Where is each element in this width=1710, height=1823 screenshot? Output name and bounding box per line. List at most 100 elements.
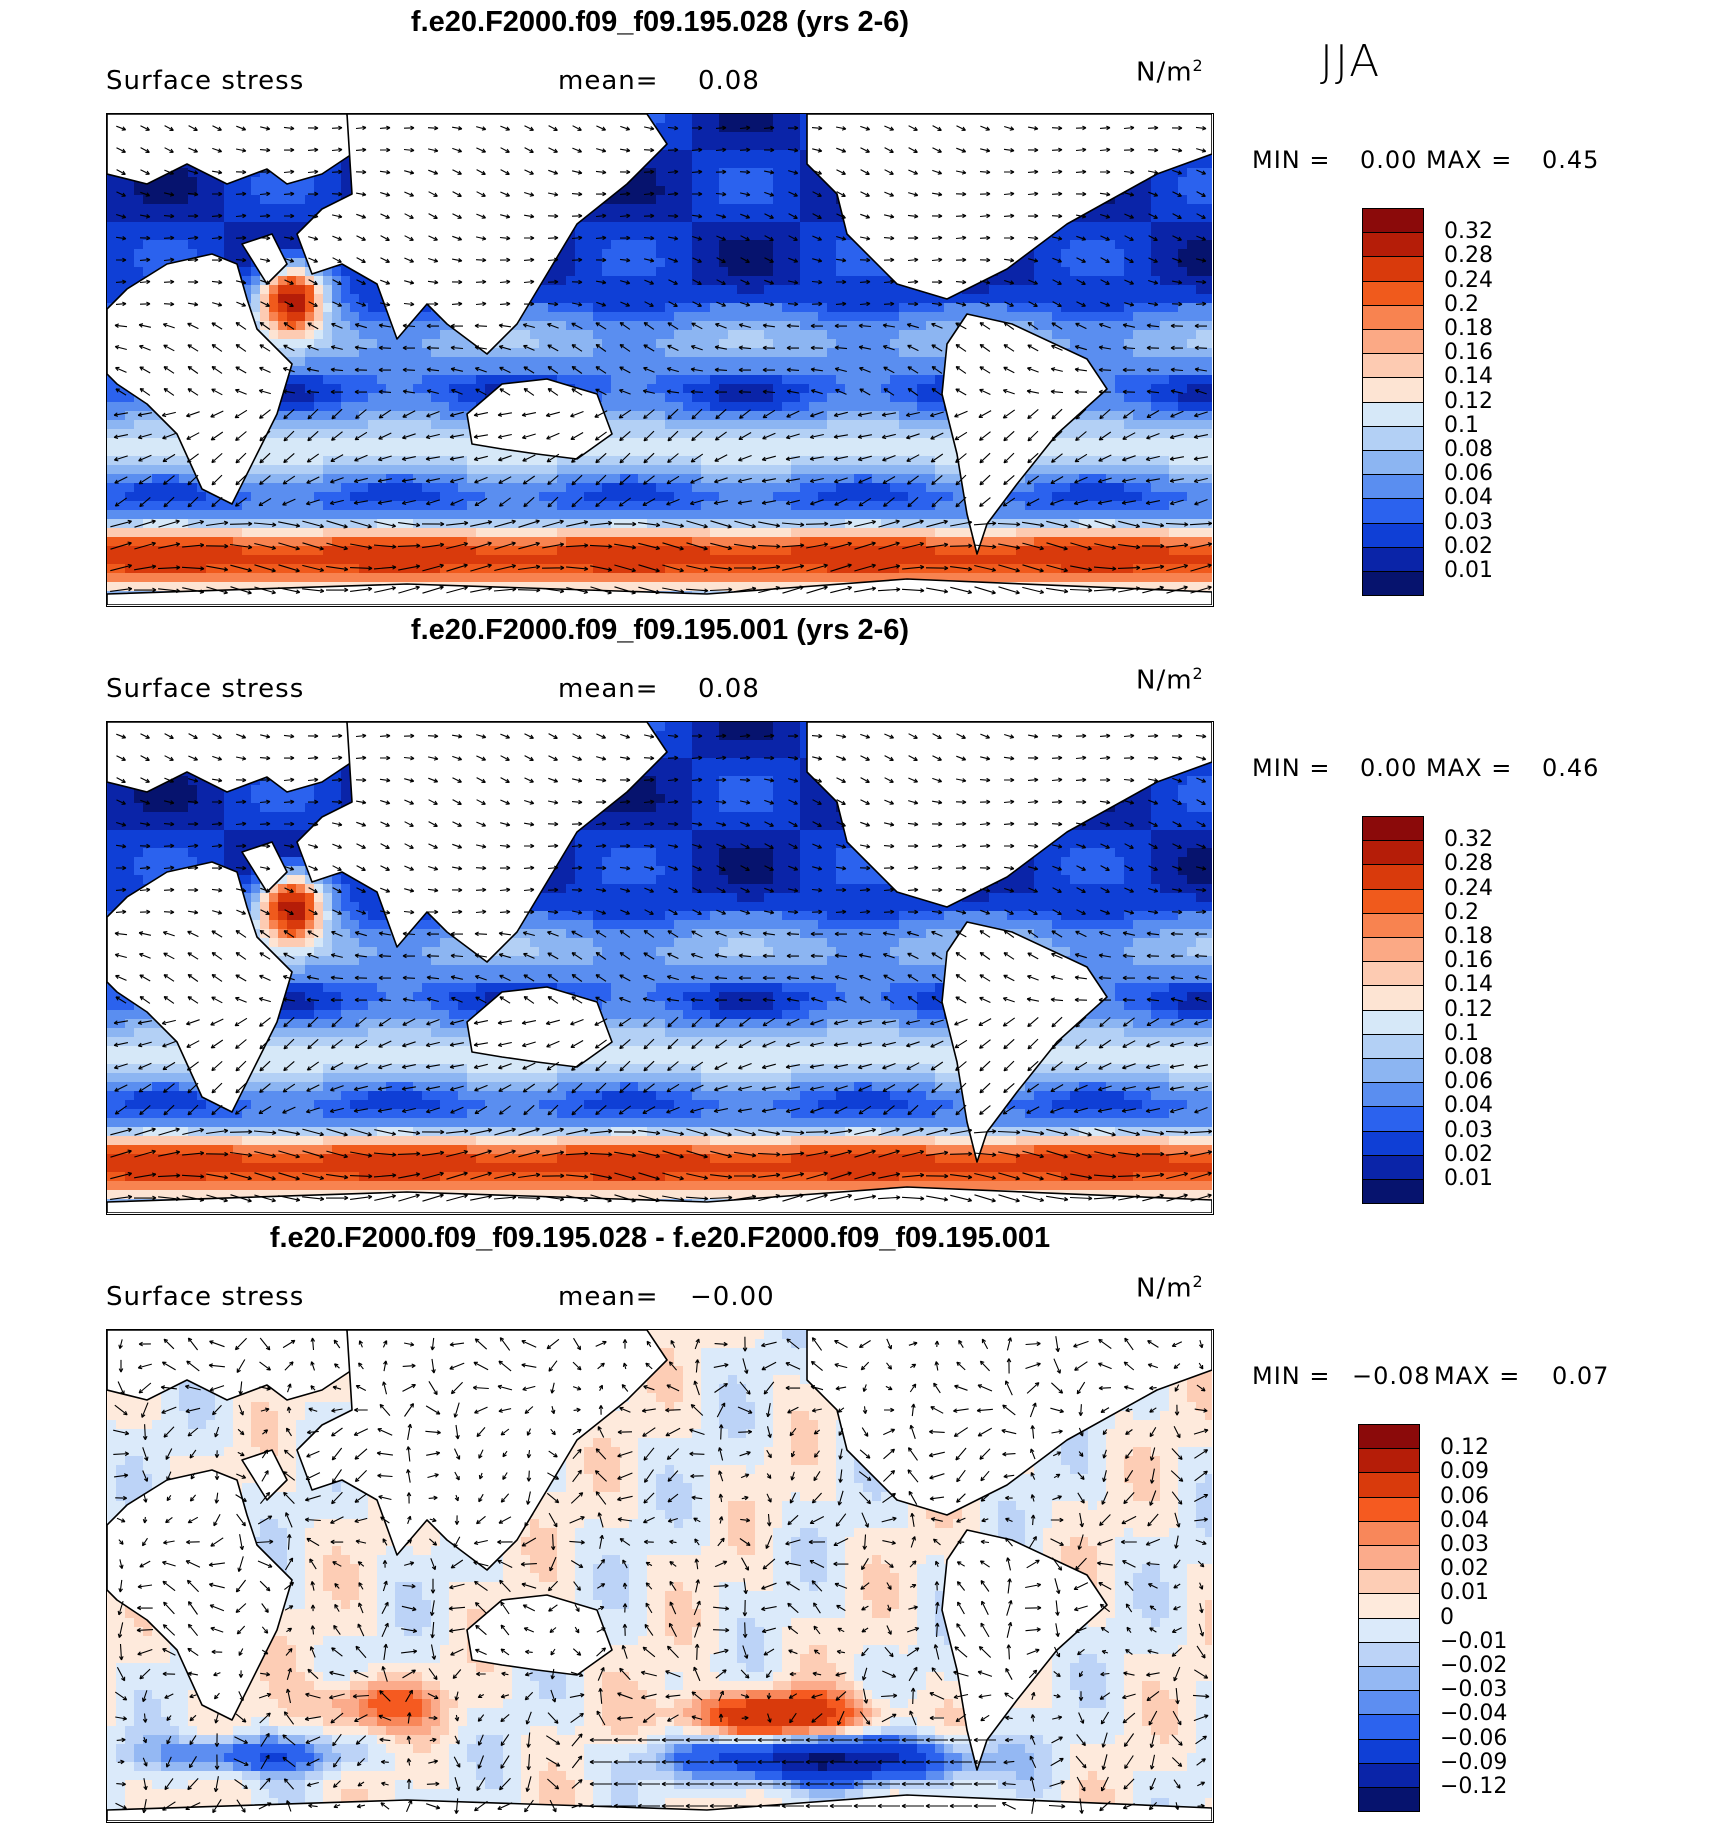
panel-title: f.e20.F2000.f09_f09.195.028 - f.e20.F200… (106, 1222, 1214, 1255)
colorbar-tick-label: 0.04 (1444, 1093, 1493, 1118)
surface-stress-map (106, 113, 1214, 607)
colorbar-swatch (1358, 1569, 1420, 1594)
colorbar-tick-label: −0.01 (1440, 1629, 1507, 1654)
mean-value: −0.00 (690, 1282, 775, 1312)
mean-label: mean= (558, 674, 659, 704)
colorbar-swatch (1362, 1010, 1424, 1035)
colorbar-swatch (1362, 232, 1424, 257)
colorbar-tick-label: 0.24 (1444, 876, 1493, 901)
colorbar-tick-label: 0.32 (1444, 827, 1493, 852)
colorbar-tick-label: 0.1 (1444, 413, 1479, 438)
mean-label: mean= (558, 66, 659, 96)
surface-stress-difference-map (106, 1329, 1214, 1823)
colorbar-tick-label: −0.03 (1440, 1677, 1507, 1702)
colorbar-tick-label: 0.08 (1444, 437, 1493, 462)
colorbar-tick-label: −0.04 (1440, 1701, 1507, 1726)
max-label: MAX = (1434, 1362, 1520, 1390)
colorbar-tick-label: 0.2 (1444, 292, 1479, 317)
min-value: 0.00 (1360, 754, 1417, 782)
colorbar-tick-label: 0.02 (1444, 1142, 1493, 1167)
colorbar-swatch (1362, 377, 1424, 402)
colorbar-swatch (1362, 889, 1424, 914)
colorbar-swatch (1362, 523, 1424, 548)
colorbar-swatch (1358, 1714, 1420, 1739)
colorbar-tick-label: 0.32 (1444, 219, 1493, 244)
variable-label: Surface stress (106, 66, 304, 96)
colorbar-swatch (1362, 1034, 1424, 1059)
panel-title: f.e20.F2000.f09_f09.195.028 (yrs 2-6) (106, 6, 1214, 39)
min-label: MIN = (1252, 146, 1330, 174)
units-label: N/m2 (1136, 1272, 1204, 1304)
colorbar-tick-label: 0.06 (1440, 1484, 1489, 1509)
colorbar-tick-label: 0.1 (1444, 1021, 1479, 1046)
min-value: 0.00 (1360, 146, 1417, 174)
max-value: 0.07 (1552, 1362, 1609, 1390)
colorbar-swatch (1362, 1058, 1424, 1083)
colorbar-tick-label: 0.03 (1444, 510, 1493, 535)
colorbar-tick-label: 0.18 (1444, 316, 1493, 341)
colorbar-tick-label: 0.14 (1444, 972, 1493, 997)
min-value: −0.08 (1352, 1362, 1431, 1390)
colorbar-swatch (1358, 1787, 1420, 1812)
panel-title: f.e20.F2000.f09_f09.195.001 (yrs 2-6) (106, 614, 1214, 647)
colorbar-swatch (1362, 329, 1424, 354)
colorbar-swatch (1362, 305, 1424, 330)
colorbar-tick-label: 0.02 (1440, 1556, 1489, 1581)
colorbar-tick-label: −0.12 (1440, 1774, 1507, 1799)
units-label: N/m2 (1136, 664, 1204, 696)
variable-label: Surface stress (106, 674, 304, 704)
colorbar-swatch (1358, 1739, 1420, 1764)
colorbar-tick-label: 0.12 (1444, 997, 1493, 1022)
colorbar-swatch (1358, 1448, 1420, 1473)
min-label: MIN = (1252, 1362, 1330, 1390)
colorbar-tick-label: 0.01 (1440, 1580, 1489, 1605)
colorbar-tick-label: 0 (1440, 1605, 1454, 1630)
colorbar-swatch (1362, 281, 1424, 306)
colorbar-tick-label: 0.24 (1444, 268, 1493, 293)
colorbar-swatch (1358, 1593, 1420, 1618)
colorbar-swatch (1362, 816, 1424, 841)
colorbar-swatch (1362, 547, 1424, 572)
colorbar-tick-label: 0.03 (1440, 1532, 1489, 1557)
colorbar-tick-label: 0.28 (1444, 243, 1493, 268)
colorbar-swatch (1358, 1424, 1420, 1449)
colorbar-swatch (1358, 1642, 1420, 1667)
colorbar-swatch (1358, 1763, 1420, 1788)
colorbar-tick-label: 0.04 (1444, 485, 1493, 510)
colorbar-tick-label: 0.08 (1444, 1045, 1493, 1070)
colorbar-swatch (1362, 1131, 1424, 1156)
colorbar-swatch (1358, 1666, 1420, 1691)
units-label: N/m2 (1136, 56, 1204, 88)
colorbar-swatch (1362, 937, 1424, 962)
colorbar-tick-label: 0.12 (1444, 389, 1493, 414)
max-label: MAX = (1426, 754, 1512, 782)
colorbar-swatch (1362, 208, 1424, 233)
max-value: 0.46 (1542, 754, 1599, 782)
colorbar-swatch (1362, 961, 1424, 986)
mean-label: mean= (558, 1282, 659, 1312)
variable-label: Surface stress (106, 1282, 304, 1312)
colorbar-swatch (1362, 450, 1424, 475)
mean-value: 0.08 (698, 674, 760, 704)
colorbar-swatch (1362, 426, 1424, 451)
colorbar-swatch (1362, 985, 1424, 1010)
colorbar-tick-label: 0.2 (1444, 900, 1479, 925)
colorbar-tick-label: 0.03 (1444, 1118, 1493, 1143)
colorbar-tick-label: 0.01 (1444, 1166, 1493, 1191)
colorbar-tick-label: 0.16 (1444, 340, 1493, 365)
season-label: JJA (1320, 36, 1381, 87)
colorbar-swatch (1362, 353, 1424, 378)
colorbar-tick-label: −0.06 (1440, 1726, 1507, 1751)
colorbar-swatch (1362, 864, 1424, 889)
colorbar-swatch (1362, 402, 1424, 427)
surface-stress-map (106, 721, 1214, 1215)
colorbar-tick-label: 0.04 (1440, 1508, 1489, 1533)
colorbar-tick-label: 0.06 (1444, 461, 1493, 486)
colorbar-tick-label: 0.28 (1444, 851, 1493, 876)
colorbar-swatch (1362, 1155, 1424, 1180)
colorbar-swatch (1358, 1497, 1420, 1522)
colorbar-swatch (1358, 1618, 1420, 1643)
colorbar-tick-label: −0.09 (1440, 1750, 1507, 1775)
colorbar-swatch (1362, 1179, 1424, 1204)
colorbar-tick-label: 0.01 (1444, 558, 1493, 583)
